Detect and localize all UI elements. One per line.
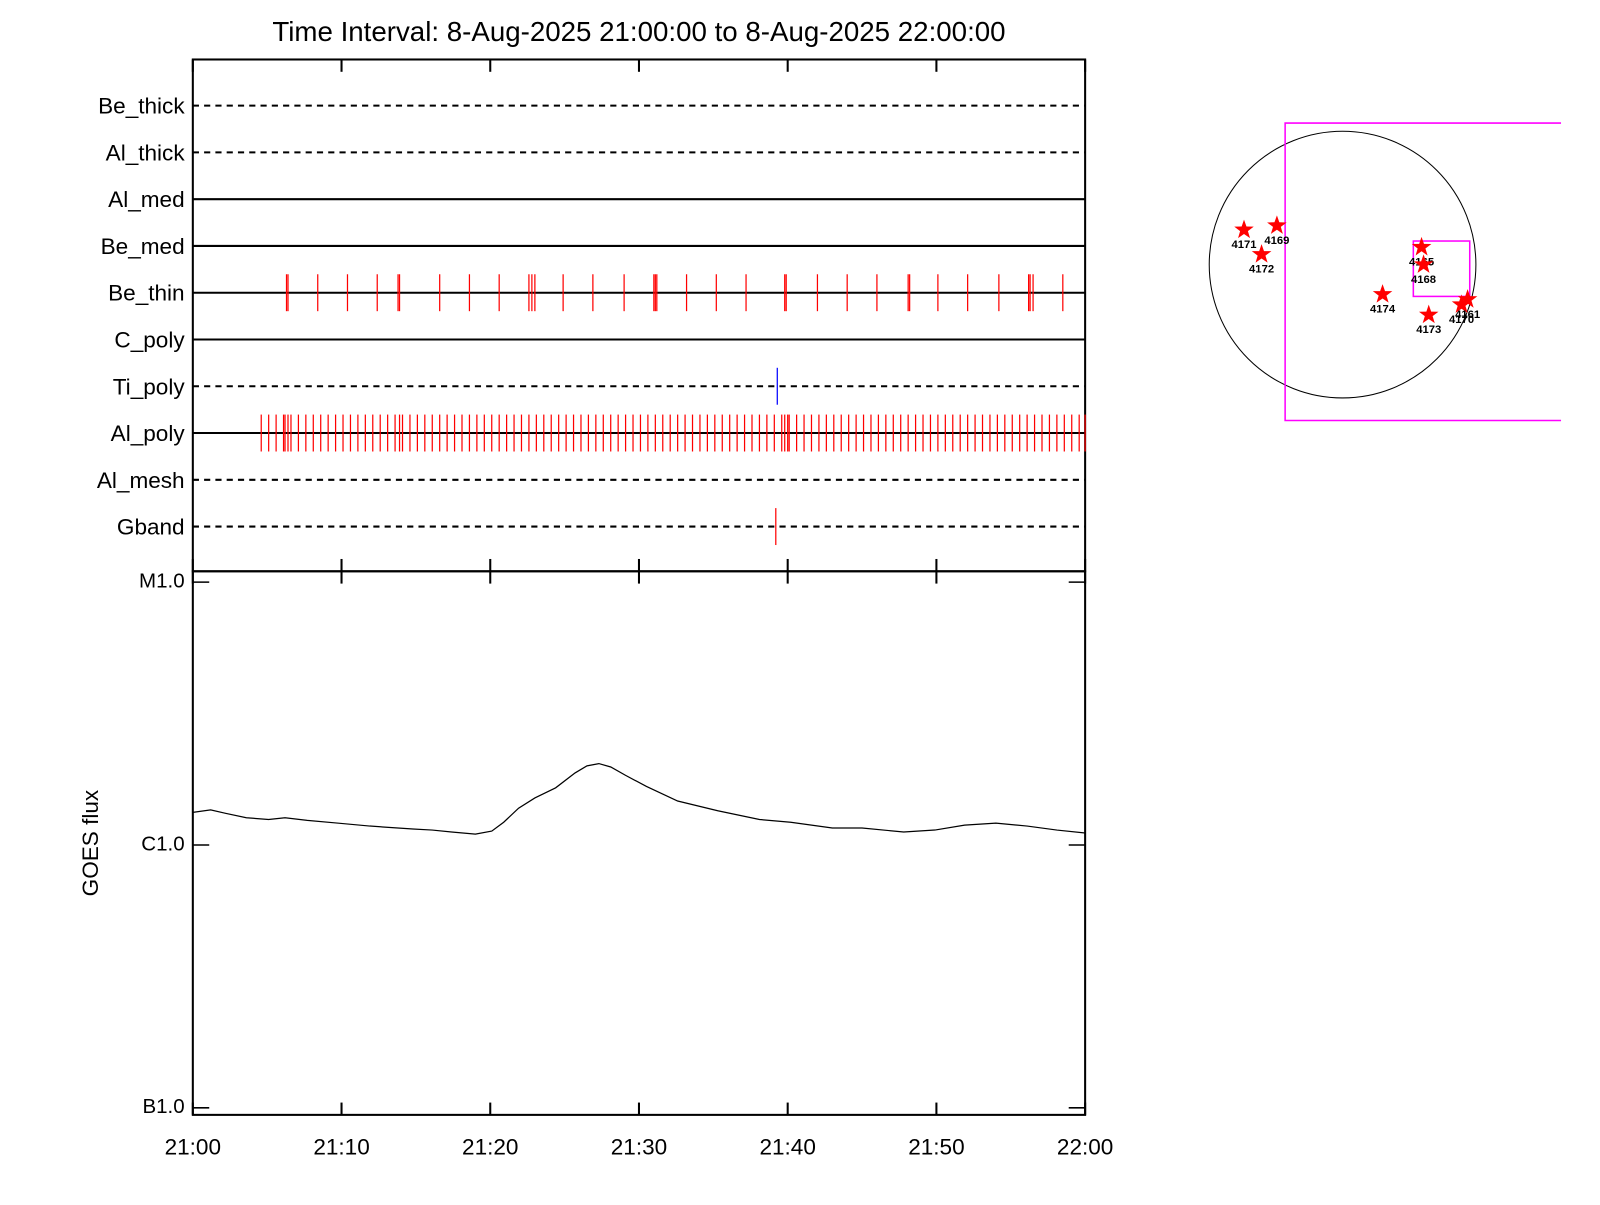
x-tick-label: 21:10 (313, 1135, 369, 1160)
flux-panel (191, 570, 1087, 1116)
x-tick-label: 21:00 (165, 1135, 221, 1160)
region-label: 4170 (1449, 314, 1474, 326)
region-label: 4168 (1411, 274, 1436, 286)
row-label: Al_mesh (97, 468, 185, 493)
region-label: 4173 (1416, 324, 1441, 336)
region-label: 4161 (1455, 309, 1480, 321)
row-label: Ti_poly (113, 374, 186, 399)
x-tick-label: 21:50 (908, 1135, 964, 1160)
event-panel (191, 58, 1087, 573)
region-star (1267, 215, 1287, 234)
row-label: Al_med (108, 187, 184, 212)
row-label: Gband (117, 515, 185, 540)
chart-title: Time Interval: 8-Aug-2025 21:00:00 to 8-… (272, 16, 1005, 47)
y-tick-label: M1.0 (139, 570, 185, 593)
y-tick-label: B1.0 (142, 1095, 184, 1118)
y-axis-label: GOES flux (78, 789, 103, 896)
region-star (1418, 304, 1439, 324)
y-tick-label: C1.0 (141, 832, 184, 855)
flux-line (192, 762, 1086, 835)
region-label: 4172 (1249, 264, 1274, 276)
row-label: Be_thin (108, 281, 184, 306)
region-star (1251, 244, 1272, 263)
region-label: 4171 (1232, 239, 1257, 251)
region-label: 4169 (1264, 235, 1289, 247)
solar-disk (1208, 130, 1477, 399)
region-star (1372, 284, 1393, 303)
region-star (1457, 289, 1478, 308)
region-star (1413, 254, 1434, 273)
x-tick-label: 21:30 (611, 1135, 667, 1160)
row-label: C_poly (114, 327, 185, 352)
region-star (1451, 294, 1472, 313)
region-star (1234, 219, 1254, 239)
field-of-view-small (1412, 240, 1471, 298)
row-label: Al_thick (106, 140, 186, 165)
row-label: Al_poly (111, 421, 186, 446)
region-star (1411, 236, 1432, 256)
field-of-view (1284, 122, 1562, 422)
x-tick-label: 21:40 (759, 1135, 815, 1160)
region-label: 4174 (1370, 304, 1396, 316)
x-tick-label: 22:00 (1057, 1135, 1113, 1160)
x-tick-label: 21:20 (462, 1135, 518, 1160)
row-label: Be_med (101, 234, 185, 259)
row-label: Be_thick (98, 94, 185, 119)
